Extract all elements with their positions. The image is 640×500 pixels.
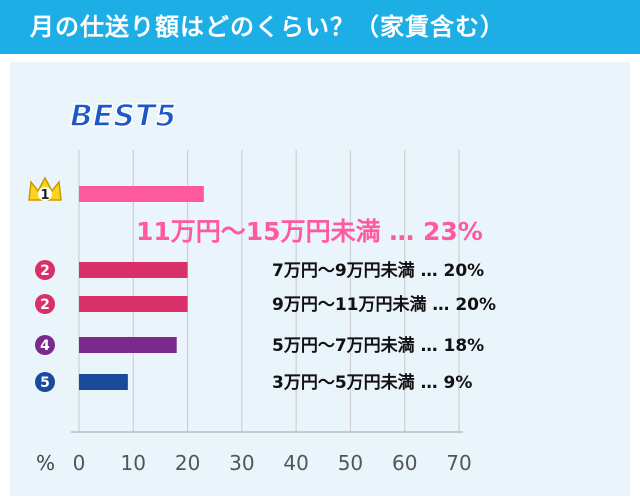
x-tick-label: 50 — [338, 451, 363, 475]
bar-1 — [79, 186, 204, 202]
x-tick-label: 20 — [175, 451, 200, 475]
rank-number: 2 — [40, 297, 50, 313]
rank-badge: 4 — [35, 335, 55, 355]
rank-circle — [35, 294, 55, 314]
best5-heading: BEST5 — [70, 99, 176, 134]
bar-4 — [79, 337, 177, 353]
rank-number: 1 — [40, 188, 49, 203]
rank-circle — [35, 372, 55, 392]
bars — [79, 186, 204, 390]
rank-badge: 5 — [35, 372, 55, 392]
bar-3 — [79, 296, 188, 312]
rank-number: 5 — [40, 375, 50, 391]
bar-label-1: 11万円〜15万円未満 … 23% — [136, 217, 483, 246]
axis-unit-label: % — [36, 451, 55, 475]
rank-badges: 1 2 2 4 5 — [28, 176, 62, 392]
crown-icon: 1 — [28, 176, 62, 203]
bar-label-5: 3万円〜5万円未満 … 9% — [272, 372, 472, 393]
rank-circle — [35, 335, 55, 355]
rank-badge: 2 — [35, 260, 55, 280]
x-tick-labels: 0 10 20 30 40 50 60 70 — [73, 451, 472, 475]
x-tick-label: 10 — [121, 451, 146, 475]
x-tick-label: 30 — [229, 451, 254, 475]
rank-badge: 2 — [35, 294, 55, 314]
x-tick-label: 40 — [283, 451, 308, 475]
bar-labels: 11万円〜15万円未満 … 23% 7万円〜9万円未満 … 20% 9万円〜11万円… — [136, 217, 496, 393]
x-tick-label: 70 — [446, 451, 471, 475]
bar-label-4: 5万円〜7万円未満 … 18% — [272, 335, 484, 356]
page-title: 月の仕送り額はどのくらい？（家賃含む） — [0, 0, 640, 54]
bar-label-3: 9万円〜11万円未満 … 20% — [272, 294, 496, 315]
x-tick-label: 0 — [73, 451, 86, 475]
bar-5 — [79, 374, 128, 390]
crown-disc — [38, 187, 52, 201]
rank-circle — [35, 260, 55, 280]
x-tick-label: 60 — [392, 451, 417, 475]
bar-2 — [79, 262, 188, 278]
bar-label-2: 7万円〜9万円未満 … 20% — [272, 260, 484, 281]
rank-number: 2 — [40, 263, 50, 279]
rank-number: 4 — [40, 338, 50, 354]
chart-panel — [10, 62, 630, 496]
